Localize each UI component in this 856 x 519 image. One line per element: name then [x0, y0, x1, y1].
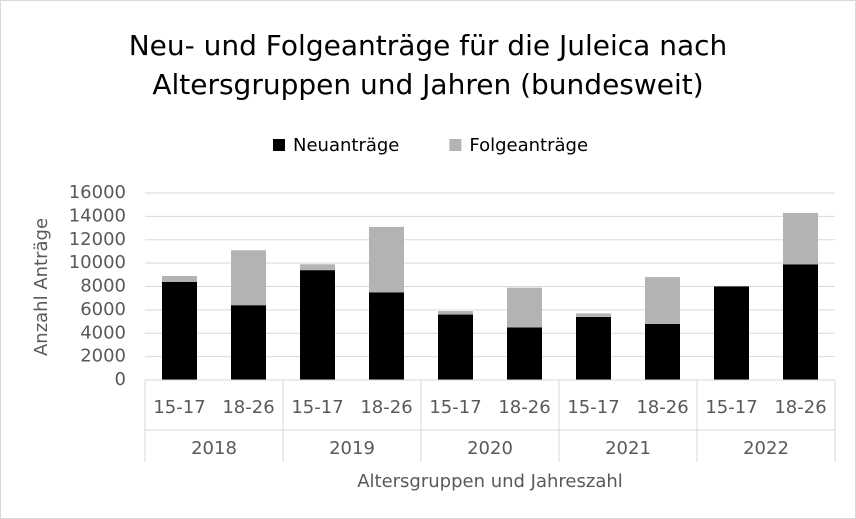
bar-segment [714, 285, 749, 287]
x-tick-label: 15-17 [291, 397, 343, 418]
chart-title: Altersgruppen und Jahren (bundesweit) [152, 68, 703, 101]
bar-segment [507, 327, 542, 380]
x-tick-label: 18-26 [774, 397, 826, 418]
bar-segment [714, 286, 749, 380]
group-label: 2021 [605, 438, 651, 459]
bar-segment [438, 314, 473, 380]
bar-segment [576, 313, 611, 317]
y-tick-label: 10000 [69, 252, 126, 273]
y-axis-label: Anzahl Anträge [31, 218, 52, 356]
x-axis-label: Altersgruppen und Jahreszahl [357, 471, 623, 492]
y-tick-label: 4000 [80, 322, 126, 343]
bar-segment [438, 311, 473, 315]
bar-segment [645, 323, 680, 380]
x-tick-label: 15-17 [705, 397, 757, 418]
y-tick-label: 14000 [69, 205, 126, 226]
bar-segment [783, 212, 818, 265]
x-tick-label: 18-26 [498, 397, 550, 418]
bar-segment [162, 281, 197, 380]
bar-segment [507, 287, 542, 328]
bar-segment [231, 250, 266, 306]
bar-segment [369, 292, 404, 380]
bar-segment [231, 305, 266, 380]
group-label: 2022 [743, 438, 789, 459]
y-tick-label: 0 [115, 369, 126, 390]
x-tick-label: 15-17 [153, 397, 205, 418]
y-tick-label: 2000 [80, 346, 126, 367]
y-tick-label: 6000 [80, 299, 126, 320]
chart-title: Neu- und Folgeanträge für die Juleica na… [129, 29, 728, 62]
bar-segment [783, 264, 818, 380]
bar-segment [300, 264, 335, 271]
bar-segment [162, 275, 197, 282]
y-tick-label: 12000 [69, 229, 126, 250]
bar-segment [300, 270, 335, 380]
group-label: 2019 [329, 438, 375, 459]
x-tick-label: 15-17 [429, 397, 481, 418]
x-tick-label: 15-17 [567, 397, 619, 418]
legend-label: Folgeanträge [469, 135, 588, 156]
legend-swatch [449, 139, 462, 151]
bar-segment [645, 277, 680, 324]
group-label: 2018 [191, 438, 237, 459]
bar-segment [369, 226, 404, 293]
y-tick-label: 8000 [80, 276, 126, 297]
x-tick-label: 18-26 [636, 397, 688, 418]
x-tick-label: 18-26 [360, 397, 412, 418]
group-label: 2020 [467, 438, 513, 459]
y-tick-label: 16000 [69, 182, 126, 203]
x-tick-label: 18-26 [222, 397, 274, 418]
legend-label: Neuanträge [293, 135, 399, 156]
bar-segment [576, 316, 611, 380]
legend-swatch [273, 139, 285, 151]
